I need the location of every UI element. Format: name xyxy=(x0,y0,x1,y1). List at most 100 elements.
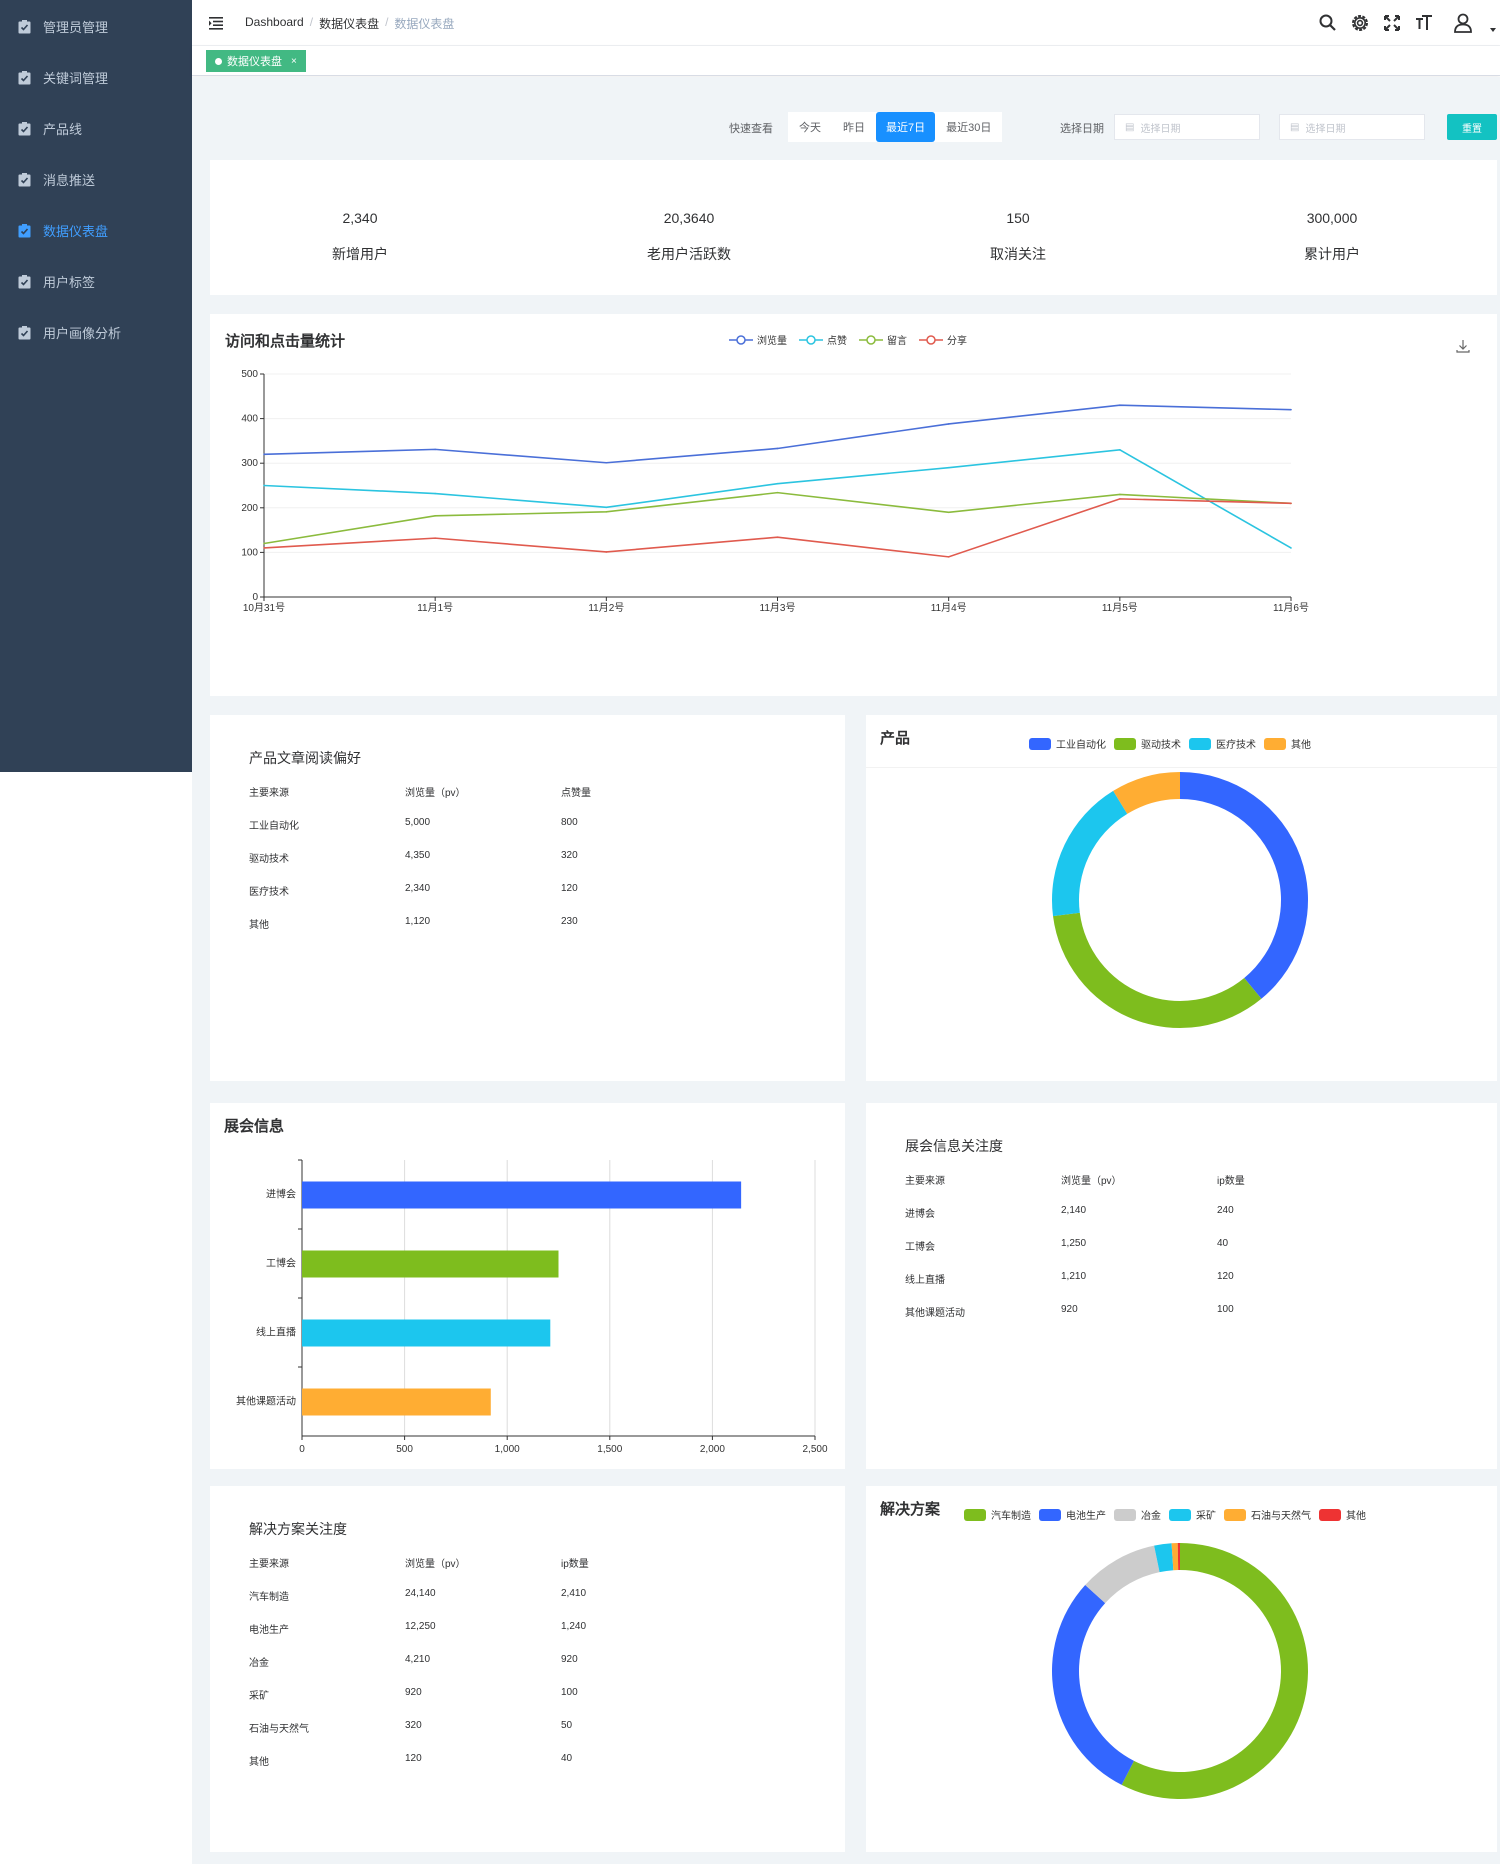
table-cell: 医疗技术 xyxy=(249,887,289,898)
product-donut-chart xyxy=(1052,772,1308,1028)
x-tick-label: 1,500 xyxy=(597,1444,622,1455)
table-cell: 920 xyxy=(561,1654,578,1665)
legend-item[interactable]: 其他 xyxy=(1319,1507,1366,1522)
clipboard-check-icon xyxy=(18,70,31,85)
fullscreen-icon[interactable] xyxy=(1382,13,1402,33)
breadcrumb-separator: / xyxy=(385,15,389,29)
table-row: 汽车制造 24,140 2,410 xyxy=(249,1588,689,1603)
range-yesterday-button[interactable]: 昨日 xyxy=(832,112,876,142)
x-tick-label: 1,000 xyxy=(495,1444,520,1455)
download-icon[interactable] xyxy=(1455,338,1471,354)
data-point xyxy=(605,511,608,513)
breadcrumb-root[interactable]: Dashboard xyxy=(245,15,304,29)
table-header-cell: 浏览量（pv） xyxy=(405,1559,466,1570)
legend-swatch xyxy=(1169,1508,1191,1521)
legend-item-likes[interactable]: 点赞 xyxy=(799,332,847,347)
range-today-button[interactable]: 今天 xyxy=(788,112,832,142)
end-date-input[interactable]: ▤ 选择日期 xyxy=(1279,114,1425,140)
legend-item-shares[interactable]: 分享 xyxy=(919,332,967,347)
legend-item[interactable]: 汽车制造 xyxy=(964,1507,1031,1522)
sidebar-item-user-tags[interactable]: 用户标签 xyxy=(0,256,192,307)
legend-item[interactable]: 采矿 xyxy=(1169,1507,1216,1522)
table-cell: 1,120 xyxy=(405,916,431,927)
sidebar-item-label: 用户画像分析 xyxy=(43,326,122,341)
stat-value: 150 xyxy=(1006,210,1030,226)
search-icon[interactable] xyxy=(1318,13,1338,33)
bar xyxy=(302,1319,551,1347)
donut-slice xyxy=(1121,1543,1308,1799)
table-cell: 工业自动化 xyxy=(249,821,299,832)
data-point xyxy=(1119,493,1121,496)
divider xyxy=(866,767,1497,768)
table-header-row: 主要来源 浏览量（pv） ip数量 xyxy=(249,1555,689,1570)
table-header-cell: 主要来源 xyxy=(905,1176,945,1187)
visits-chart-legend: 浏览量 点赞 留言 分享 xyxy=(729,332,979,347)
sidebar-item-product-line[interactable]: 产品线 xyxy=(0,103,192,154)
sidebar-item-dashboard[interactable]: 数据仪表盘 xyxy=(0,205,192,256)
solution-donut-chart xyxy=(1052,1543,1308,1799)
visits-line-chart: 0 100 200 300 400 500 10月31号 11月1号 11月2号 11月3号 11月… xyxy=(241,369,1309,614)
table-cell: 其他 xyxy=(249,1757,269,1768)
stat-label: 累计用户 xyxy=(1304,246,1360,262)
chevron-down-icon[interactable] xyxy=(1490,28,1496,32)
legend-item[interactable]: 冶金 xyxy=(1114,1507,1161,1522)
table-cell: 线上直播 xyxy=(905,1275,945,1286)
range-7days-button[interactable]: 最近7日 xyxy=(876,112,936,142)
table-cell: 920 xyxy=(1061,1304,1078,1315)
legend-label: 其他 xyxy=(1346,1511,1366,1522)
table-cell: 1,250 xyxy=(1061,1238,1087,1249)
clipboard-check-icon xyxy=(18,325,31,340)
table-row: 工业自动化 5,000 800 xyxy=(249,817,689,832)
table-cell: 其他 xyxy=(249,920,269,931)
sidebar-item-push[interactable]: 消息推送 xyxy=(0,154,192,205)
data-point xyxy=(263,484,265,487)
sidebar-item-user-profile[interactable]: 用户画像分析 xyxy=(0,307,192,358)
hamburger-icon[interactable] xyxy=(208,15,224,31)
table-header-row: 主要来源 浏览量（pv） ip数量 xyxy=(905,1172,1345,1187)
product-table-card: 产品文章阅读偏好 主要来源 浏览量（pv） 点赞量 工业自动化 5,000 800 驱动技术… xyxy=(210,715,845,1081)
legend-swatch xyxy=(1114,1508,1136,1521)
range-30days-button[interactable]: 最近30日 xyxy=(935,112,1003,142)
y-tick-label: 其他课题活动 xyxy=(236,1395,296,1408)
close-icon[interactable]: × xyxy=(291,55,297,67)
font-size-icon[interactable] xyxy=(1414,13,1434,33)
gear-icon[interactable] xyxy=(1350,13,1370,33)
sidebar-item-keywords[interactable]: 关键词管理 xyxy=(0,52,192,103)
breadcrumb: Dashboard / 数据仪表盘 / 数据仪表盘 xyxy=(245,15,454,32)
breadcrumb-current: 数据仪表盘 xyxy=(394,17,455,31)
table-row: 电池生产 12,250 1,240 xyxy=(249,1621,689,1636)
visits-chart-card: 访问和点击量统计 浏览量 点赞 留言 分享 0 100 200 300 400 500 10… xyxy=(210,314,1497,696)
tag-dashboard[interactable]: 数据仪表盘 × xyxy=(206,50,306,72)
legend-item-views[interactable]: 浏览量 xyxy=(729,332,787,347)
reset-button[interactable]: 重置 xyxy=(1447,114,1497,140)
legend-label: 分享 xyxy=(947,336,967,347)
start-date-placeholder: 选择日期 xyxy=(1140,123,1181,135)
table-cell: 汽车制造 xyxy=(249,1592,289,1603)
filter-bar: 快速查看 今天 昨日 最近7日 最近30日 选择日期 ▤ 选择日期 ▤ 选择日期… xyxy=(192,109,1500,145)
range-button-group: 今天 昨日 最近7日 最近30日 xyxy=(788,112,1003,142)
y-tick-label: 100 xyxy=(241,547,258,558)
legend-item[interactable]: 工业自动化 xyxy=(1029,736,1106,751)
x-tick-label: 0 xyxy=(299,1444,305,1455)
legend-item[interactable]: 其他 xyxy=(1264,736,1311,751)
y-tick-label: 500 xyxy=(241,369,258,380)
legend-item[interactable]: 医疗技术 xyxy=(1189,736,1256,751)
table-cell: 320 xyxy=(405,1720,422,1731)
product-table-title: 产品文章阅读偏好 xyxy=(249,750,361,766)
stat-new-users: 2,340 新增用户 xyxy=(260,210,460,264)
sidebar-item-admin[interactable]: 管理员管理 xyxy=(0,1,192,52)
user-avatar-icon[interactable] xyxy=(1452,12,1474,34)
legend-item[interactable]: 驱动技术 xyxy=(1114,736,1181,751)
legend-label: 工业自动化 xyxy=(1056,740,1106,751)
breadcrumb-parent[interactable]: 数据仪表盘 xyxy=(319,17,380,31)
bar xyxy=(302,1250,559,1278)
legend-item[interactable]: 石油与天然气 xyxy=(1224,1507,1311,1522)
legend-item[interactable]: 电池生产 xyxy=(1039,1507,1106,1522)
legend-item-comments[interactable]: 留言 xyxy=(859,332,907,347)
data-point xyxy=(1119,404,1121,407)
sidebar: 管理员管理 关键词管理 产品线 消息推送 数据仪表盘 用户标签 用户画像分析 xyxy=(0,0,192,772)
legend-swatch xyxy=(1264,737,1286,750)
legend-label: 医疗技术 xyxy=(1216,740,1256,751)
start-date-input[interactable]: ▤ 选择日期 xyxy=(1114,114,1260,140)
product-chart-legend: 工业自动化 驱动技术 医疗技术 其他 xyxy=(1029,736,1319,751)
